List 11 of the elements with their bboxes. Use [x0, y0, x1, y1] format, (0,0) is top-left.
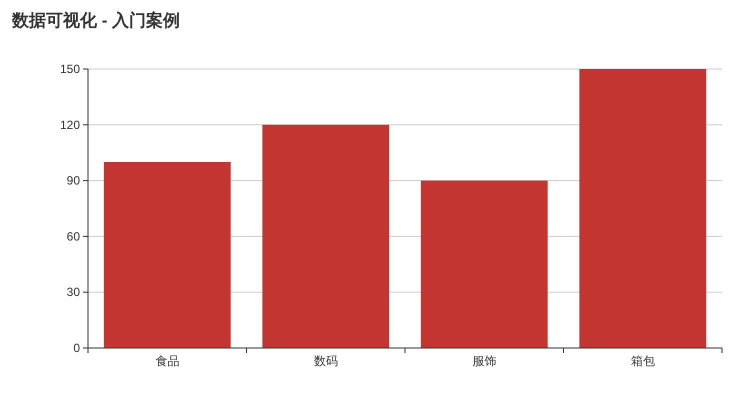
- y-tick-label: 0: [73, 341, 80, 355]
- title: 数据可视化 - 入门案例: [12, 11, 180, 30]
- x-tick-label: 食品: [155, 354, 180, 368]
- x-tick-label: 服饰: [472, 354, 496, 368]
- y-tick-label: 90: [66, 174, 80, 188]
- y-tick-label: 120: [60, 118, 80, 132]
- y-tick-label: 30: [66, 285, 80, 300]
- x-tick-label: 数码: [314, 354, 338, 368]
- y-tick-label: 60: [66, 229, 80, 244]
- x-tick-label: 箱包: [630, 354, 655, 368]
- y-tick-label: 150: [60, 62, 80, 76]
